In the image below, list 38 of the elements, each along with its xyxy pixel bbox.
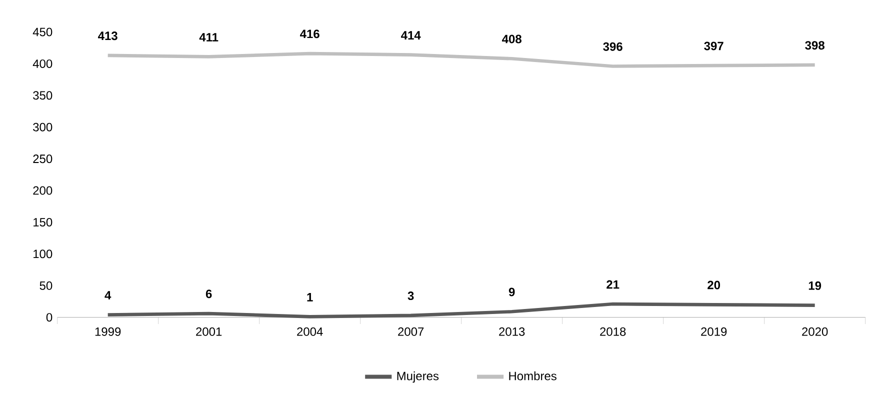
data-label: 20 — [708, 280, 720, 290]
x-tick-label: 2001 — [196, 327, 222, 336]
data-label: 9 — [508, 288, 515, 296]
x-tick-label: 1999 — [95, 327, 121, 336]
y-tick-label: 0 — [46, 313, 52, 322]
y-tick-label: 50 — [40, 281, 52, 290]
data-label: 1 — [307, 293, 313, 302]
line-series — [106, 302, 817, 318]
y-tick-label: 350 — [33, 91, 52, 100]
x-tick-label: 2020 — [802, 327, 828, 336]
data-label: 398 — [805, 41, 824, 50]
x-tick-label: 2019 — [701, 327, 727, 336]
data-label: 4 — [104, 291, 112, 300]
y-tick-label: 200 — [33, 186, 52, 195]
data-label: 6 — [206, 290, 212, 298]
y-tick-label: 450 — [32, 28, 52, 36]
x-tick-label: 2013 — [499, 327, 525, 336]
data-label: 396 — [603, 42, 622, 51]
x-tick-label: 2004 — [297, 327, 323, 336]
x-tick-label: 2018 — [600, 327, 626, 336]
data-label: 3 — [408, 292, 414, 300]
data-label: 21 — [606, 280, 620, 289]
data-label: 414 — [401, 31, 421, 40]
y-tick-label: 400 — [32, 59, 52, 68]
y-tick-label: 300 — [33, 122, 52, 132]
data-label: 408 — [502, 34, 522, 44]
data-label: 416 — [300, 30, 320, 38]
y-tick-label: 250 — [33, 154, 52, 164]
data-label: 397 — [704, 42, 724, 50]
legend-label: Mujeres — [397, 371, 439, 383]
data-label: 413 — [98, 32, 118, 40]
line-series — [106, 52, 817, 68]
legend-label: Hombres — [509, 371, 556, 380]
x-tick-label: 2007 — [398, 327, 424, 336]
data-label: 411 — [199, 33, 218, 42]
y-tick-label: 150 — [34, 218, 52, 226]
data-label: 19 — [808, 281, 822, 290]
y-tick-label: 100 — [34, 250, 52, 258]
